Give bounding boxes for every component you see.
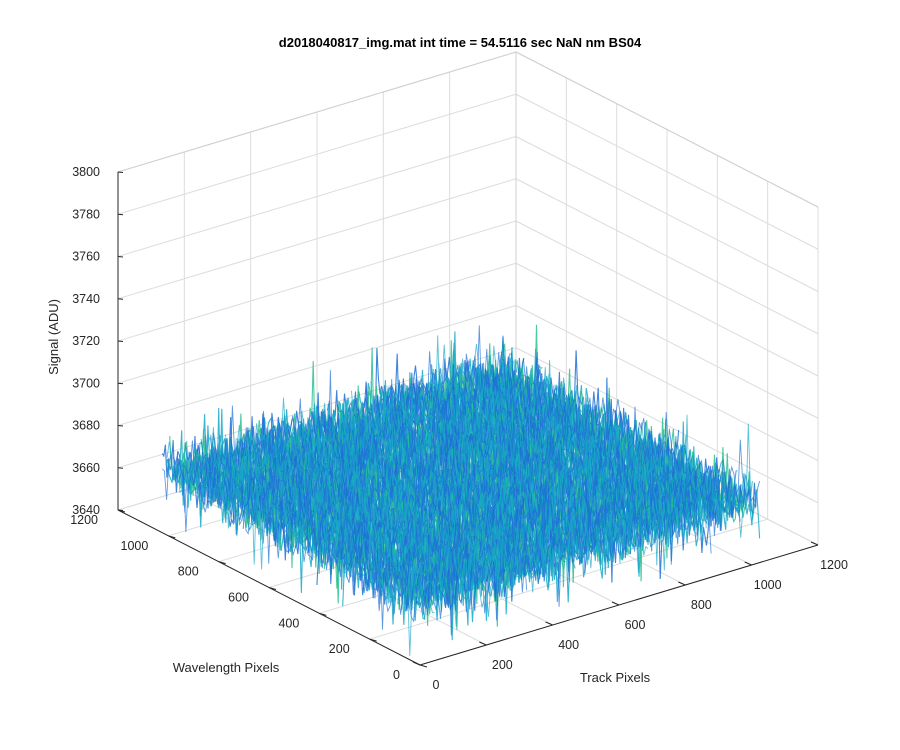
grid-line-backleft-z	[117, 178, 517, 300]
x-tick-label: 200	[492, 658, 513, 672]
x-tick-label: 1000	[754, 578, 782, 592]
surface-layer	[161, 324, 761, 656]
x-tick-label: 400	[558, 638, 579, 652]
plot-title: d2018040817_img.mat int time = 54.5116 s…	[279, 35, 642, 50]
surface-trace	[448, 376, 707, 545]
z-tick-label: 3800	[72, 165, 100, 179]
z-tick-label: 3760	[72, 250, 100, 264]
surface-trace	[356, 385, 615, 562]
z-tick	[117, 213, 124, 216]
z-tick-label: 3700	[72, 376, 100, 390]
surface-trace	[501, 357, 761, 527]
surface-trace	[482, 348, 741, 530]
z-tick	[117, 256, 124, 258]
x-tick	[479, 641, 487, 646]
y-tick-label: 800	[178, 565, 199, 579]
label-layer: 3640 3660 3680 3700 3720 3740 3760 3780 3800 0 200…	[70, 165, 848, 692]
grid-line-backright-z	[515, 262, 819, 419]
x-tick	[744, 561, 752, 566]
x-tick-label: 0	[433, 678, 440, 692]
z-tick	[117, 425, 124, 427]
y-tick	[268, 587, 277, 590]
grid-line-backleft-z	[117, 220, 517, 342]
grid-line-backright-z	[515, 93, 819, 250]
surface-trace	[220, 427, 479, 600]
y-tick-label: 1000	[121, 539, 149, 553]
y-tick	[419, 664, 428, 668]
grid-line-backright-z	[515, 220, 819, 377]
x-tick	[611, 601, 620, 606]
surface-trace	[161, 454, 421, 623]
y-tick-label: 200	[329, 642, 350, 656]
z-tick-label: 3740	[72, 292, 100, 306]
y-tick-label: 600	[228, 591, 249, 605]
z-axis-title: Signal (ADU)	[46, 299, 61, 375]
grid-line-backleft-z	[117, 93, 517, 215]
y-tick	[168, 535, 176, 539]
y-tick	[218, 561, 226, 565]
x-tick-label: 1200	[820, 558, 848, 572]
y-tick-label: 0	[393, 668, 400, 682]
x-tick	[810, 541, 819, 546]
z-tick	[117, 467, 124, 469]
z-tick	[117, 382, 124, 385]
box-edge-top-left	[117, 51, 517, 173]
y-axis-title: Wavelength Pixels	[173, 660, 280, 675]
grid-line-backright-z	[515, 136, 819, 292]
z-tick	[117, 298, 124, 300]
grid-line-backleft-z	[117, 262, 517, 384]
x-tick-label: 800	[691, 598, 712, 612]
surface-trace	[404, 473, 746, 611]
z-tick-label: 3780	[72, 207, 100, 221]
z-tick-label: 3720	[72, 334, 100, 348]
z-tick	[117, 171, 124, 173]
axis-layer	[117, 171, 819, 668]
grid-line-backright-z	[515, 178, 819, 335]
y-tick-label: 1200	[70, 513, 98, 527]
x-tick	[412, 661, 421, 666]
x-tick	[545, 621, 553, 626]
grid-line-backleft-z	[117, 305, 517, 426]
surface-trace	[326, 378, 586, 561]
surface-trace	[249, 427, 508, 621]
grid-line-backright-z	[515, 305, 819, 461]
y-tick-label: 400	[278, 616, 299, 630]
y-tick	[319, 612, 327, 616]
x-tick-label: 600	[625, 618, 646, 632]
z-tick	[117, 340, 124, 342]
y-tick	[117, 509, 126, 513]
z-tick-label: 3640	[72, 503, 100, 517]
z-tick-label: 3660	[72, 461, 100, 475]
grid-line-backleft-z	[117, 136, 517, 257]
y-tick	[369, 638, 377, 642]
x-axis-title: Track Pixels	[580, 670, 651, 685]
x-tick	[678, 581, 686, 586]
surface-trace	[496, 358, 756, 520]
box-edge-top-right	[515, 51, 819, 208]
z-tick-label: 3680	[72, 419, 100, 433]
